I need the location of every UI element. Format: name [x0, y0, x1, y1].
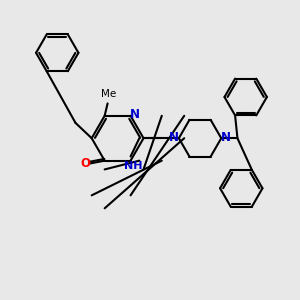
Text: N: N: [130, 108, 140, 121]
Text: O: O: [80, 157, 91, 170]
Text: Me: Me: [100, 89, 116, 99]
Text: N: N: [221, 131, 231, 144]
Text: NH: NH: [124, 161, 142, 171]
Text: N: N: [169, 131, 179, 144]
